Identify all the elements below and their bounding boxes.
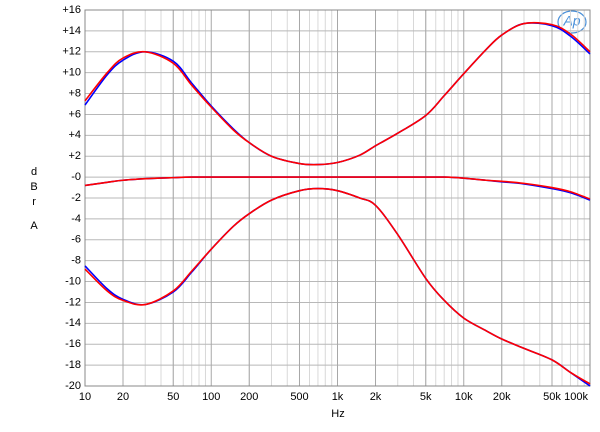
x-tick-label: 10k	[455, 391, 473, 403]
x-tick-label: 20	[117, 391, 129, 403]
x-axis-label: Hz	[331, 408, 344, 420]
y-tick-label: -4	[71, 213, 81, 225]
y-tick-label: +12	[62, 46, 81, 58]
x-tick-label: 100	[202, 391, 220, 403]
y-tick-label: -0	[71, 171, 81, 183]
x-tick-label: 100k	[564, 391, 588, 403]
x-tick-label: 50k	[543, 391, 561, 403]
y-tick-label: -8	[71, 255, 81, 267]
y-tick-label: -10	[65, 275, 81, 287]
x-tick-label: 200	[240, 391, 258, 403]
y-tick-label: -20	[65, 380, 81, 392]
x-tick-label: 5k	[420, 391, 432, 403]
y-tick-label: +14	[62, 25, 81, 37]
x-tick-label: 50	[167, 391, 179, 403]
y-tick-label: +16	[62, 4, 81, 16]
y-tick-label: +2	[68, 150, 81, 162]
y-tick-label: -6	[71, 234, 81, 246]
y-tick-label: +6	[68, 108, 81, 120]
y-tick-label: -2	[71, 192, 81, 204]
y-tick-label: +8	[68, 87, 81, 99]
x-tick-label: 1k	[332, 391, 344, 403]
logo: Ap	[557, 10, 587, 34]
y-tick-label: +4	[68, 129, 81, 141]
y-tick-label: -16	[65, 338, 81, 350]
logo-text: Ap	[562, 13, 580, 29]
logo-ring	[557, 10, 587, 34]
series-line	[84, 187, 591, 385]
y-tick-label: -14	[65, 317, 81, 329]
x-tick-label: 20k	[493, 391, 511, 403]
x-tick-label: 500	[290, 391, 308, 403]
x-tick-label: 10	[79, 391, 91, 403]
x-tick-label: 2k	[370, 391, 382, 403]
y-axis-label: dBr	[28, 166, 40, 211]
y-axis-label-suffix: A	[30, 220, 38, 232]
series-line	[84, 21, 591, 166]
plot-frame	[84, 9, 591, 387]
y-tick-label: -12	[65, 296, 81, 308]
y-tick-label: +10	[62, 67, 81, 79]
series-line	[84, 176, 591, 200]
y-tick-label: -18	[65, 359, 81, 371]
